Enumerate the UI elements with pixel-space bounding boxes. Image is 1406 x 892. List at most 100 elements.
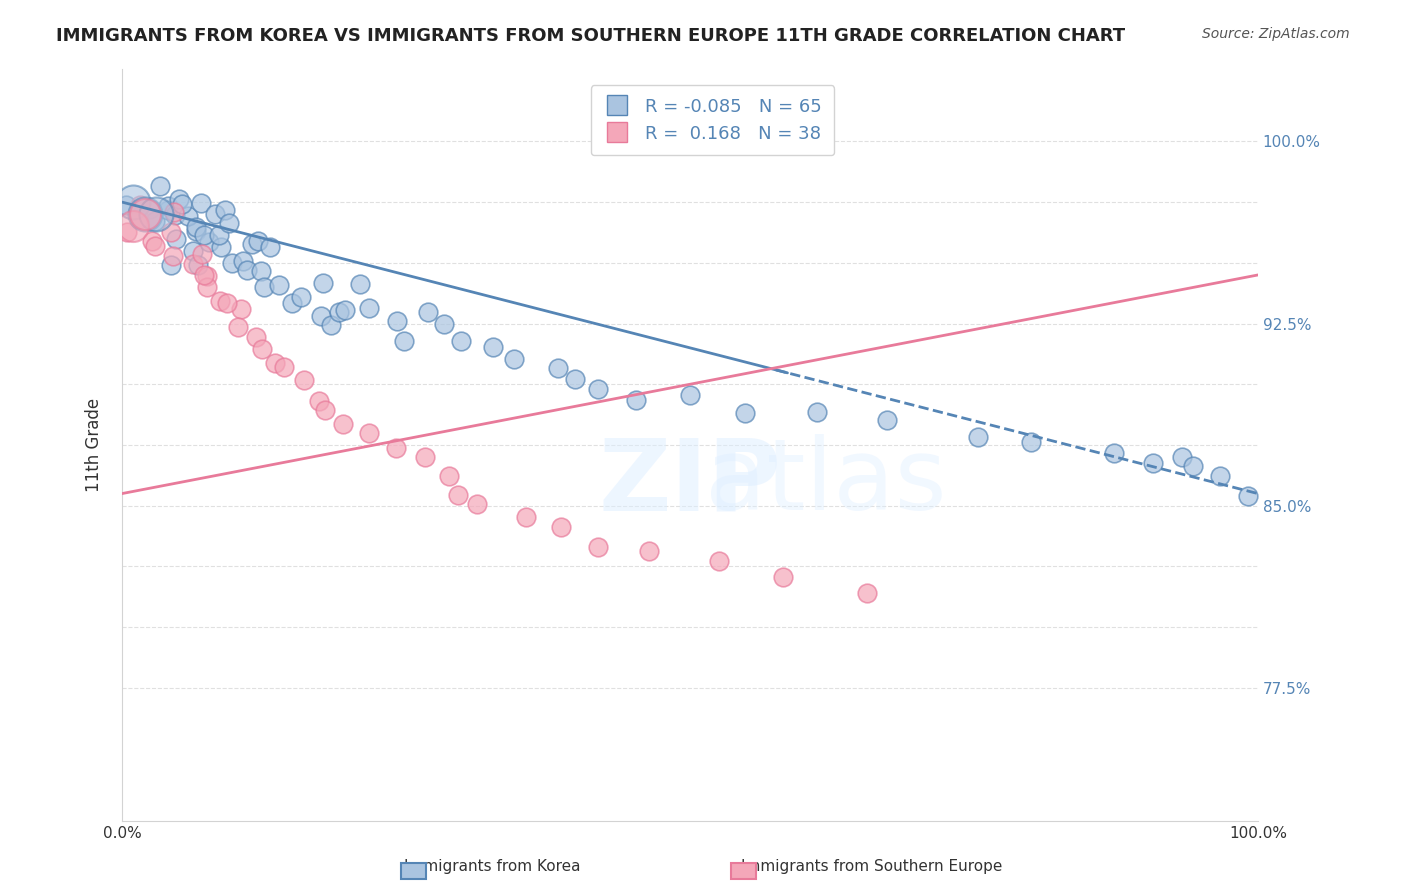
Text: IMMIGRANTS FROM KOREA VS IMMIGRANTS FROM SOUTHERN EUROPE 11TH GRADE CORRELATION : IMMIGRANTS FROM KOREA VS IMMIGRANTS FROM… [56,27,1125,45]
Point [547,361,569,376]
Point [160,258,183,272]
Point [314,403,336,417]
Point [198,235,221,250]
Point [221,256,243,270]
Point [214,202,236,217]
Point [232,253,254,268]
Point [195,268,218,283]
Point [190,195,212,210]
Point [186,220,208,235]
Point [163,208,186,222]
Point [465,497,488,511]
Point [157,203,180,218]
Point [392,334,415,349]
Point [117,225,139,239]
Point [447,488,470,502]
Point [292,374,315,388]
Point [1181,458,1204,473]
Point [515,509,537,524]
Point [156,199,179,213]
Point [253,280,276,294]
Point [191,247,214,261]
Point [226,320,249,334]
Text: Source: ZipAtlas.com: Source: ZipAtlas.com [1202,27,1350,41]
Point [709,554,731,568]
Text: atlas: atlas [706,434,948,531]
Point [416,305,439,319]
Point [149,178,172,193]
Point [564,372,586,386]
Point [359,301,381,315]
Y-axis label: 11th Grade: 11th Grade [86,398,103,492]
Point [139,202,162,216]
Point [333,303,356,318]
Point [550,520,572,534]
Point [128,211,150,226]
Point [209,240,232,254]
Point [385,441,408,455]
Point [263,356,285,370]
Point [134,207,156,221]
Point [290,290,312,304]
Point [195,280,218,294]
Point [208,228,231,243]
Point [162,249,184,263]
Point [349,277,371,292]
Point [450,334,472,348]
Point [122,195,145,210]
Point [114,198,136,212]
Point [308,394,330,409]
Point [183,244,205,258]
Point [415,450,437,464]
Point [240,236,263,251]
Point [387,313,409,327]
Point [167,192,190,206]
Point [250,343,273,357]
Point [273,360,295,375]
Point [172,197,194,211]
Point [321,318,343,333]
Point [181,257,204,271]
Point [193,228,215,243]
Point [1209,469,1232,483]
Point [806,405,828,419]
Point [1170,450,1192,464]
Point [1237,489,1260,503]
Point [328,305,350,319]
Point [876,413,898,427]
Legend: R = -0.085   N = 65, R =  0.168   N = 38: R = -0.085 N = 65, R = 0.168 N = 38 [591,85,834,155]
Point [624,392,647,407]
Point [966,430,988,444]
Point [312,277,335,291]
Point [129,198,152,212]
Point [145,207,167,221]
Point [122,219,145,234]
Point [1019,434,1042,449]
Text: Immigrants from Korea: Immigrants from Korea [404,859,581,874]
Point [245,330,267,344]
Point [259,240,281,254]
Point [134,207,156,221]
Point [246,234,269,248]
Point [204,207,226,221]
Point [143,239,166,253]
Point [250,263,273,277]
Text: ZIP: ZIP [599,434,782,531]
Point [638,544,661,558]
Point [193,268,215,282]
Point [143,214,166,228]
Point [772,570,794,584]
Point [281,296,304,310]
Point [236,263,259,277]
Point [141,234,163,248]
Point [160,225,183,239]
Point [177,209,200,223]
Point [163,205,186,219]
Point [218,216,240,230]
Point [588,541,610,555]
Point [187,258,209,272]
Point [437,469,460,483]
Point [332,417,354,431]
Point [502,351,524,366]
Point [165,232,187,246]
